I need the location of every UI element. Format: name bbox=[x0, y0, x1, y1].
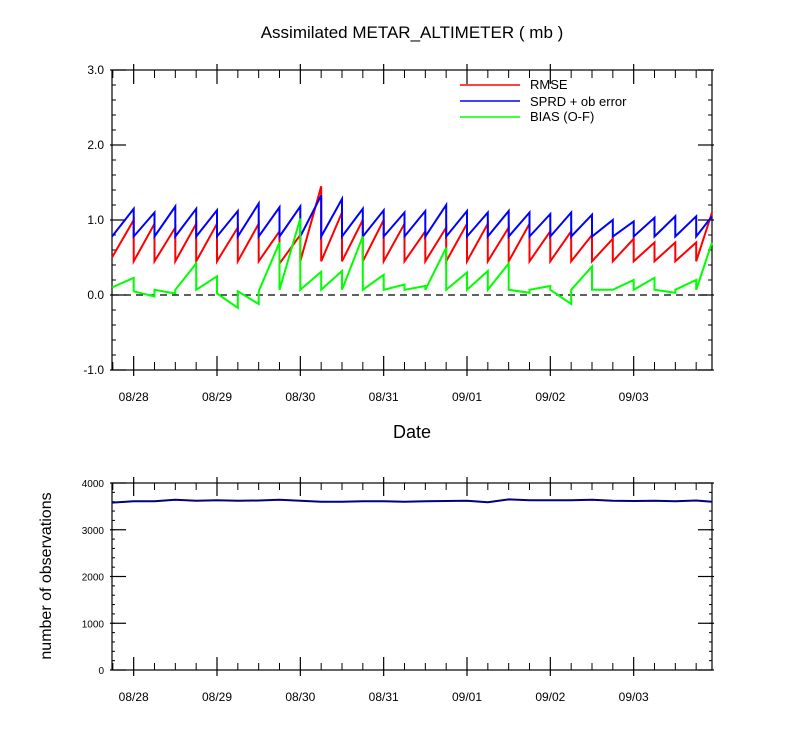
y-tick-label: 2000 bbox=[82, 573, 105, 584]
x-tick-label: 08/28 bbox=[119, 690, 149, 704]
legend-label-rmse: RMSE bbox=[530, 77, 568, 92]
y-axis-label-observations: number of observations bbox=[38, 492, 55, 659]
y-tick-label: 1000 bbox=[82, 619, 105, 630]
x-tick-label: 08/29 bbox=[202, 390, 232, 404]
plot-frame-1 bbox=[111, 482, 713, 671]
y-tick-label: 2.0 bbox=[87, 138, 104, 152]
x-tick-label: 08/31 bbox=[369, 390, 399, 404]
x-tick-label: 09/03 bbox=[619, 390, 649, 404]
series-line-observations bbox=[111, 498, 713, 504]
x-tick-label: 09/03 bbox=[619, 690, 649, 704]
legend-label-sprd: SPRD + ob error bbox=[530, 94, 627, 109]
series-line-rmse bbox=[111, 186, 713, 267]
y-tick-label: 3000 bbox=[82, 526, 105, 537]
x-tick-label: 08/31 bbox=[369, 690, 399, 704]
x-tick-label: 09/02 bbox=[535, 390, 565, 404]
y-tick-label: 0.0 bbox=[87, 288, 104, 302]
chart-title: Assimilated METAR_ALTIMETER ( mb ) bbox=[261, 23, 564, 42]
x-axis-label: Date bbox=[393, 422, 431, 442]
x-tick-label: 09/01 bbox=[452, 690, 482, 704]
y-tick-label: 4000 bbox=[82, 479, 105, 490]
plot-frame-0 bbox=[111, 69, 713, 371]
y-tick-label: 0 bbox=[98, 666, 104, 677]
legend-label-bias: BIAS (O-F) bbox=[530, 109, 594, 124]
series-line-bias-o-f bbox=[111, 218, 713, 310]
series-line-sprd-ob-error bbox=[111, 194, 713, 241]
chart-marks: -1.0 0.0 1.0 2.0 3.0 08/28 08/29 08/30 08/31 09/0… bbox=[82, 63, 714, 704]
x-tick-label: 08/28 bbox=[119, 390, 149, 404]
y-tick-label: 1.0 bbox=[87, 213, 104, 227]
x-tick-label: 08/29 bbox=[202, 690, 232, 704]
y-tick-label: 3.0 bbox=[87, 63, 104, 77]
x-tick-label: 09/01 bbox=[452, 390, 482, 404]
y-tick-label: -1.0 bbox=[83, 363, 104, 377]
x-tick-label: 09/02 bbox=[535, 690, 565, 704]
x-tick-label: 08/30 bbox=[285, 690, 315, 704]
x-tick-label: 08/30 bbox=[285, 390, 315, 404]
